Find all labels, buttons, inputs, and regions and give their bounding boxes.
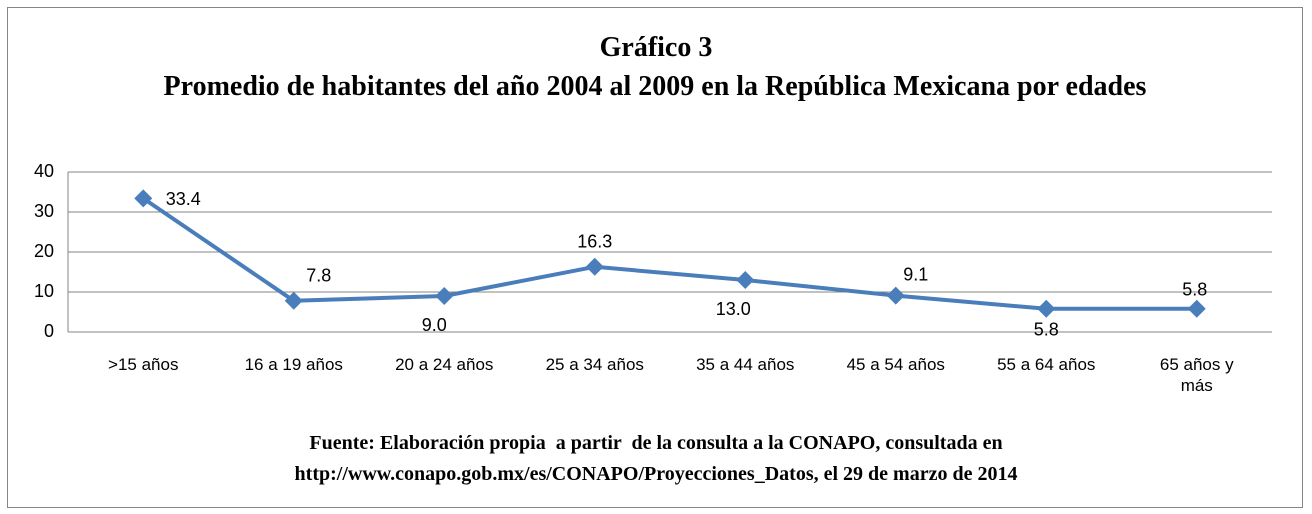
data-line bbox=[142, 196, 1197, 311]
y-tick-label: 10 bbox=[34, 281, 54, 301]
data-label: 5.8 bbox=[1182, 280, 1207, 300]
data-label: 7.8 bbox=[306, 266, 331, 286]
y-tick-label: 0 bbox=[44, 321, 54, 341]
data-point bbox=[435, 287, 454, 305]
x-tick-label: 20 a 24 años bbox=[395, 355, 494, 374]
x-tick-label: 65 años y más bbox=[1159, 355, 1234, 395]
source-note: http://www.conapo.gob.mx/es/CONAPO/Proye… bbox=[294, 463, 1018, 485]
x-tick-label: 55 a 64 años bbox=[997, 355, 1096, 374]
data-point bbox=[1037, 299, 1056, 318]
x-tick-label: 25 a 34 años bbox=[545, 355, 644, 374]
chart-subtitle: Promedio de habitantes del año 2004 al 2… bbox=[163, 71, 1147, 102]
data-point bbox=[134, 189, 153, 208]
data-label: 5.8 bbox=[1034, 320, 1059, 340]
y-tick-label: 20 bbox=[34, 241, 54, 261]
data-label: 16.3 bbox=[577, 232, 612, 252]
x-tick-label: 16 a 19 años bbox=[244, 355, 343, 374]
data-point bbox=[736, 271, 755, 289]
x-tick-label: 35 a 44 años bbox=[696, 355, 795, 374]
source-note: Fuente: Elaboración propia a partir de l… bbox=[309, 432, 1003, 454]
data-point bbox=[886, 286, 905, 305]
data-label: 9.1 bbox=[903, 264, 928, 284]
data-label: 33.4 bbox=[166, 189, 201, 209]
y-tick-label: 30 bbox=[34, 201, 54, 221]
data-label: 9.0 bbox=[422, 315, 447, 335]
x-tick-label: 45 a 54 años bbox=[846, 355, 945, 374]
y-tick-label: 40 bbox=[34, 161, 54, 181]
chart-title: Gráfico 3 bbox=[599, 32, 713, 63]
chart-frame bbox=[7, 7, 1303, 508]
data-point bbox=[284, 291, 303, 310]
data-point bbox=[585, 257, 604, 276]
data-point bbox=[1187, 299, 1206, 318]
x-tick-label: >15 años bbox=[108, 355, 179, 374]
data-label: 13.0 bbox=[716, 299, 751, 319]
